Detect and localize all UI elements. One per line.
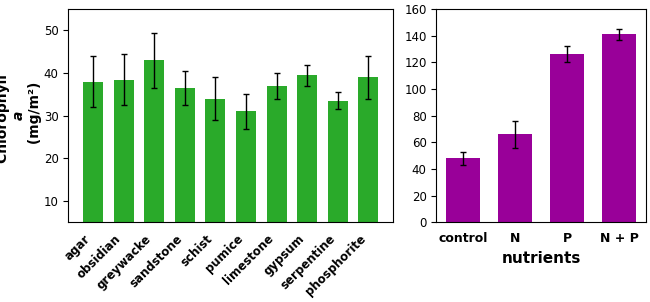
Bar (205, 99, 226, 244)
Bar (236, 111, 256, 244)
Bar (498, 134, 532, 222)
Bar (446, 158, 480, 222)
Bar (83, 82, 103, 244)
Bar (266, 86, 287, 244)
Bar (603, 34, 636, 222)
Text: a: a (12, 111, 26, 120)
Bar (144, 60, 164, 244)
Bar (175, 88, 195, 244)
Bar (297, 75, 317, 244)
X-axis label: nutrients: nutrients (501, 251, 580, 266)
Bar (328, 101, 348, 244)
Bar (550, 54, 584, 222)
Bar (114, 79, 133, 244)
Text: Chlorophyll: Chlorophyll (0, 69, 10, 163)
Bar (358, 77, 378, 244)
Text: (mg/m²): (mg/m²) (29, 82, 42, 149)
